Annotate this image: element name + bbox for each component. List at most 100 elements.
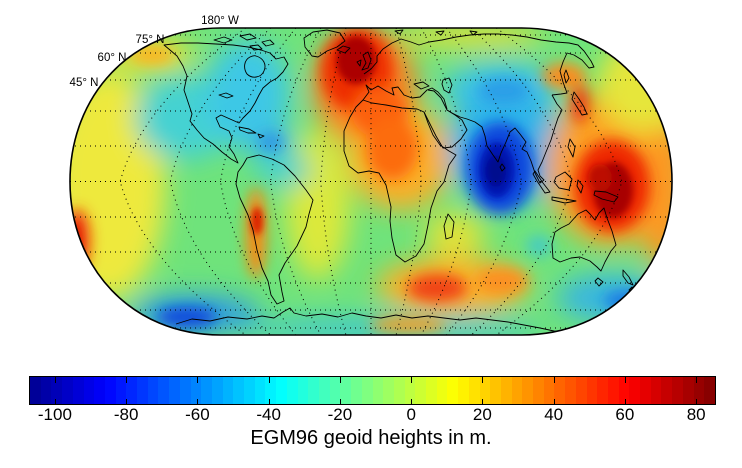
colorbar-segment bbox=[607, 377, 619, 404]
coastline-greenland bbox=[303, 29, 346, 58]
colorbar-segment bbox=[40, 377, 52, 404]
colorbar-segment bbox=[233, 377, 245, 404]
anomaly-left-edge-red-core bbox=[70, 223, 81, 263]
colorbar-segment bbox=[586, 377, 598, 404]
colorbar-segment bbox=[318, 377, 330, 404]
coastline-madagascar bbox=[443, 213, 455, 240]
colorbar-tick-label: 60 bbox=[615, 405, 635, 424]
colorbar-segment bbox=[533, 377, 544, 404]
anomaly-midatlantic-yellow bbox=[286, 130, 350, 280]
colorbar-segment bbox=[62, 377, 73, 404]
colorbar-segment bbox=[254, 377, 266, 404]
colorbar-tick-top bbox=[54, 377, 56, 383]
colorbar-tick-bottom bbox=[482, 399, 484, 405]
colorbar-segment bbox=[522, 377, 534, 404]
colorbar-segment bbox=[308, 377, 319, 404]
colorbar-tick-bottom bbox=[411, 399, 413, 405]
colorbar-segment bbox=[361, 377, 373, 404]
coastline-british-isles bbox=[356, 51, 372, 71]
colorbar-segment bbox=[115, 377, 127, 404]
colorbar-segment bbox=[447, 377, 459, 404]
colorbar-tick-top bbox=[268, 377, 270, 383]
anomaly-gulf-alaska-orange bbox=[130, 46, 174, 64]
colorbar-segment bbox=[351, 377, 362, 404]
anomaly-south-indian-yellow bbox=[425, 213, 485, 257]
meridian--30 bbox=[320, 28, 347, 335]
colorbar-segment bbox=[83, 377, 95, 404]
coastline-java bbox=[551, 196, 577, 204]
colorbar-tick-bottom bbox=[268, 399, 270, 405]
colorbar-segment bbox=[372, 377, 384, 404]
colorbar-tick-label: 0 bbox=[406, 405, 416, 424]
colorbar-segment bbox=[672, 377, 683, 404]
anomaly-peru-red-core bbox=[251, 207, 263, 235]
geoid-field bbox=[70, 28, 672, 335]
world-map bbox=[69, 27, 673, 336]
colorbar-segment bbox=[30, 377, 41, 404]
coastline-borneo bbox=[553, 171, 573, 191]
colorbar-segment bbox=[640, 377, 651, 404]
anomaly-africa-high-core bbox=[366, 116, 418, 180]
colorbar-segment bbox=[51, 377, 63, 404]
colorbar-segment bbox=[458, 377, 469, 404]
colorbar-tick-label: 80 bbox=[686, 405, 706, 424]
anomaly-japan-red-streak bbox=[571, 84, 589, 124]
colorbar bbox=[29, 376, 716, 405]
colorbar-tick-label: -20 bbox=[327, 405, 353, 424]
colorbar-tick-top bbox=[411, 377, 413, 383]
colorbar-segment bbox=[661, 377, 673, 404]
coastline-australia bbox=[551, 207, 617, 272]
colorbar-segment bbox=[276, 377, 287, 404]
colorbar-segment bbox=[158, 377, 170, 404]
colorbar-tick-label: -80 bbox=[113, 405, 139, 424]
anomaly-indian-low-darkest bbox=[486, 155, 506, 187]
colorbar-segment bbox=[468, 377, 480, 404]
coastline-south-europe bbox=[362, 84, 448, 110]
colorbar-tick-label: 20 bbox=[472, 405, 492, 424]
colorbar-segment bbox=[179, 377, 191, 404]
coastline-south-america bbox=[235, 154, 314, 305]
anomaly-caribbean-blue-spot bbox=[258, 133, 284, 151]
colorbar-segment bbox=[211, 377, 223, 404]
coastline-africa bbox=[343, 99, 457, 263]
colorbar-segment bbox=[190, 377, 202, 404]
colorbar-title: EGM96 geoid heights in m. bbox=[250, 427, 492, 449]
anomaly-centralasia-low-core bbox=[478, 78, 530, 104]
coastline-iceland bbox=[336, 45, 351, 54]
colorbar-segment bbox=[126, 377, 138, 404]
colorbar-tick-top bbox=[696, 377, 698, 383]
colorbar-tick-top bbox=[197, 377, 199, 383]
coastline-black-sea bbox=[413, 81, 430, 90]
coastline-japan bbox=[571, 91, 588, 116]
coastline-great-lakes bbox=[218, 92, 234, 99]
colorbar-segment bbox=[704, 377, 715, 404]
parallel-label-75n: 75° N bbox=[135, 34, 165, 46]
colorbar-tick-bottom bbox=[553, 399, 555, 405]
colorbar-segment bbox=[222, 377, 234, 404]
coastline-arctic-islands bbox=[213, 29, 478, 51]
colorbar-tick-bottom bbox=[696, 399, 698, 405]
coastline-philippines bbox=[567, 138, 576, 158]
coastline-caspian-sea bbox=[441, 77, 453, 94]
colorbar-segment bbox=[500, 377, 512, 404]
colorbar-tick-bottom bbox=[54, 399, 56, 405]
colorbar-tick-bottom bbox=[339, 399, 341, 405]
colorbar-segment bbox=[286, 377, 298, 404]
colorbar-segment bbox=[415, 377, 427, 404]
anomaly-borneo-darkred bbox=[588, 164, 612, 192]
coastline-antarctica bbox=[175, 307, 567, 334]
colorbar-segment bbox=[169, 377, 180, 404]
colorbar-segment bbox=[618, 377, 630, 404]
colorbar-segment bbox=[650, 377, 662, 404]
colorbar-tick-top bbox=[553, 377, 555, 383]
colorbar-segment bbox=[404, 377, 416, 404]
parallel-label-60n: 60° N bbox=[97, 52, 127, 64]
anomaly-nepacific-yellow bbox=[597, 37, 672, 133]
coastline-sumatra bbox=[532, 170, 551, 194]
colorbar-segment bbox=[479, 377, 491, 404]
anomaly-left-edge-high-red bbox=[70, 209, 90, 273]
parallel-label-45n: 45° N bbox=[69, 77, 99, 89]
anomaly-southernocean-orange2 bbox=[476, 268, 528, 294]
colorbar-tick-bottom bbox=[197, 399, 199, 405]
